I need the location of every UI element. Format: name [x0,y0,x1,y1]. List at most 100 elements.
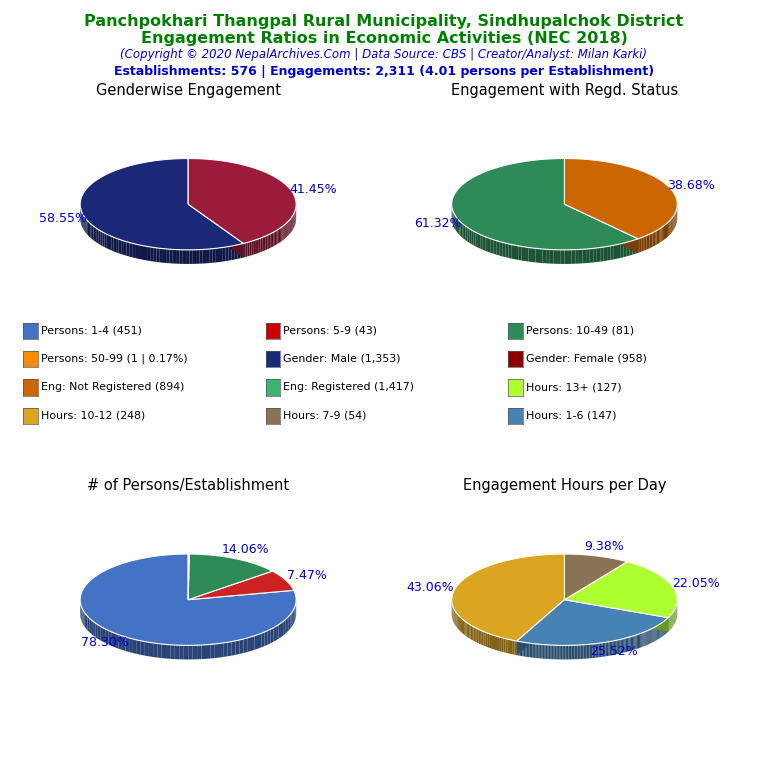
Polygon shape [594,644,595,658]
Polygon shape [529,643,531,657]
Polygon shape [598,643,600,657]
Polygon shape [133,639,137,654]
Polygon shape [575,250,579,263]
Polygon shape [631,637,632,650]
Polygon shape [483,236,485,251]
Polygon shape [462,619,463,634]
Polygon shape [578,645,579,659]
Polygon shape [116,238,118,253]
Polygon shape [138,245,141,260]
Polygon shape [200,250,203,263]
Polygon shape [658,229,659,243]
Polygon shape [491,239,494,253]
Polygon shape [124,241,127,256]
Polygon shape [461,222,462,237]
Polygon shape [638,238,640,253]
Polygon shape [471,625,472,640]
Text: 61.32%: 61.32% [414,217,462,230]
Polygon shape [273,626,276,642]
Polygon shape [465,621,467,637]
Polygon shape [456,217,457,232]
Polygon shape [551,645,553,659]
Polygon shape [216,248,219,263]
Polygon shape [576,645,578,659]
Polygon shape [582,644,584,659]
Polygon shape [452,554,564,641]
Polygon shape [259,238,260,253]
Polygon shape [112,632,115,647]
Polygon shape [528,247,532,262]
Polygon shape [635,239,638,253]
Polygon shape [210,644,215,658]
Polygon shape [458,220,459,235]
Polygon shape [162,644,166,658]
Polygon shape [585,644,587,659]
Polygon shape [559,645,561,660]
Polygon shape [646,631,647,645]
Polygon shape [624,243,627,257]
Text: 43.06%: 43.06% [406,581,454,594]
Polygon shape [193,250,196,264]
Polygon shape [203,250,206,263]
Polygon shape [604,642,605,657]
Polygon shape [247,637,251,652]
Polygon shape [478,233,480,249]
Polygon shape [660,623,661,637]
Polygon shape [188,204,243,257]
Polygon shape [219,643,223,657]
Polygon shape [270,627,273,644]
Polygon shape [227,641,232,657]
Polygon shape [125,637,129,652]
Polygon shape [564,204,638,253]
Polygon shape [188,571,294,600]
Polygon shape [648,234,650,249]
Polygon shape [570,645,571,660]
Polygon shape [188,204,243,257]
Polygon shape [511,244,515,260]
Polygon shape [285,223,286,239]
Text: Establishments: 576 | Engagements: 2,311 (4.01 persons per Establishment): Establishments: 576 | Engagements: 2,311… [114,65,654,78]
Polygon shape [517,600,564,655]
Polygon shape [229,246,232,260]
Polygon shape [464,225,465,240]
Polygon shape [88,617,89,632]
Polygon shape [89,222,91,237]
Polygon shape [132,243,135,258]
Text: Genderwise Engagement: Genderwise Engagement [96,83,280,98]
Polygon shape [581,645,582,659]
Polygon shape [179,645,184,660]
Polygon shape [621,243,624,258]
Text: Hours: 7-9 (54): Hours: 7-9 (54) [283,410,367,421]
Polygon shape [564,554,627,600]
Polygon shape [632,240,635,255]
Polygon shape [176,250,180,263]
Polygon shape [269,233,270,249]
Polygon shape [546,250,550,263]
Polygon shape [236,640,240,655]
Text: 41.45%: 41.45% [290,183,337,196]
Polygon shape [173,250,176,263]
Polygon shape [564,250,568,264]
Polygon shape [628,637,630,651]
Polygon shape [537,644,538,658]
Polygon shape [508,244,511,259]
Polygon shape [196,250,200,263]
Polygon shape [254,634,258,650]
Polygon shape [591,644,592,658]
Polygon shape [80,554,296,645]
Polygon shape [649,630,650,644]
Polygon shape [141,641,145,656]
Polygon shape [564,600,668,632]
Polygon shape [118,239,121,254]
Polygon shape [127,242,129,257]
Polygon shape [201,645,206,659]
Polygon shape [618,640,619,654]
Polygon shape [114,237,116,252]
Polygon shape [630,240,632,256]
Polygon shape [611,245,614,260]
Polygon shape [281,227,283,241]
Polygon shape [485,632,487,647]
Polygon shape [617,244,621,259]
Polygon shape [253,240,255,255]
Polygon shape [508,639,510,654]
